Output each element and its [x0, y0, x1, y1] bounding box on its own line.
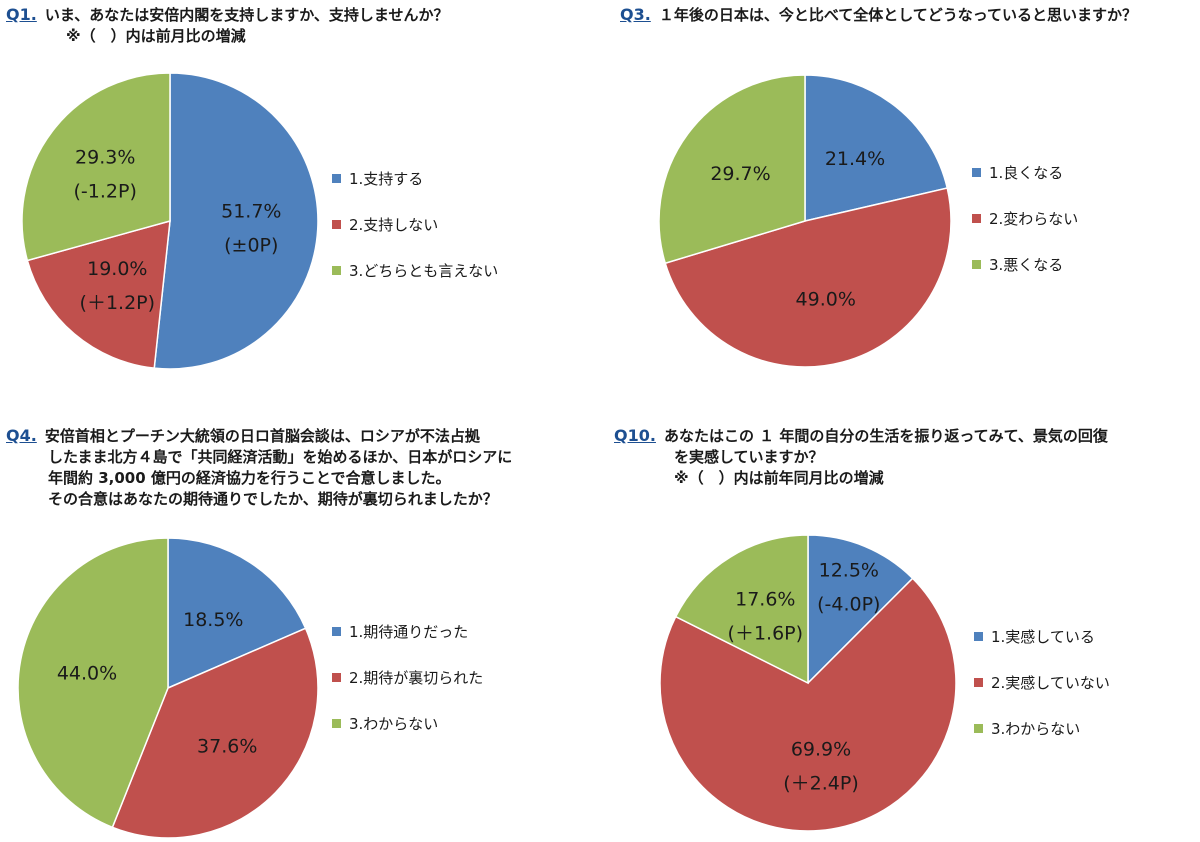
legend-item: 1.良くなる	[972, 162, 1078, 182]
change-label: (＋1.6P)	[728, 623, 804, 645]
question-text-line: あなたはこの １ 年間の自分の生活を振り返ってみて、景気の回復	[663, 427, 1108, 445]
question-number: Q10.	[614, 426, 656, 445]
question-number: Q1.	[6, 5, 37, 24]
question-text-line: １年後の日本は、今と比べて全体としてどうなっていると思いますか？	[658, 6, 1138, 24]
data-label: 44.0%	[57, 662, 117, 684]
legend: 1.支持する 2.支持しない 3.どちらとも言えない	[332, 168, 498, 306]
legend-item: 2.期待が裏切られた	[332, 667, 483, 687]
legend-item: 3.わからない	[332, 713, 483, 733]
data-label: 21.4%	[825, 148, 885, 170]
data-label: 18.5%	[183, 609, 243, 631]
legend-swatch	[972, 167, 981, 177]
legend: 1.実感している 2.実感していない 3.わからない	[974, 626, 1110, 764]
legend-swatch	[332, 672, 341, 682]
question-text-line: 安倍首相とプーチン大統領の日ロ首脳会談は、ロシアが不法占拠	[44, 427, 480, 445]
question-number: Q4.	[6, 426, 37, 445]
pie-slice-3	[674, 534, 809, 685]
legend-label: 2.支持しない	[349, 215, 439, 234]
legend-item: 3.どちらとも言えない	[332, 260, 498, 280]
data-label: 12.5%	[819, 560, 879, 582]
pie-slice-2	[659, 577, 957, 832]
data-label: 69.9%	[791, 738, 851, 760]
question-note: ※（ ）内は前年同月比の増減	[674, 469, 884, 487]
legend-swatch	[974, 723, 983, 733]
data-label: 17.6%	[735, 589, 795, 611]
legend-item: 1.期待通りだった	[332, 621, 483, 641]
change-label: (-4.0P)	[817, 594, 880, 616]
pie-slice-2	[26, 219, 171, 369]
pie-slice-3	[658, 74, 806, 265]
change-label: (-1.2P)	[74, 181, 137, 203]
pie-chart-q4: 18.5% 37.6% 44.0%	[17, 537, 319, 839]
legend-label: 3.わからない	[991, 719, 1081, 738]
question-text-line: したまま北方４島で「共同経済活動」を始めるほか、日本がロシアに	[48, 448, 513, 466]
legend-label: 3.悪くなる	[989, 255, 1064, 274]
legend-swatch	[332, 626, 341, 636]
chart-panel-q4: Q4. 安倍首相とプーチン大統領の日ロ首脳会談は、ロシアが不法占拠 したまま北方４…	[0, 421, 600, 842]
question-text-line: その合意はあなたの期待通りでしたか、期待が裏切られましたか？	[48, 490, 498, 508]
legend-label: 1.実感している	[991, 627, 1095, 646]
change-label: (±0P)	[224, 234, 278, 256]
legend-swatch	[974, 677, 983, 687]
pie-chart-q10: 12.5% (-4.0P) 69.9% (＋2.4P) 17.6% (＋1.6P)	[659, 534, 957, 832]
data-label: 29.7%	[710, 163, 770, 185]
chart-panel-q1: Q1. いま、あなたは安倍内閣を支持しますか、支持しませんか？ ※（ ）内は前月比…	[0, 0, 600, 421]
pie-slice-3	[21, 72, 171, 262]
legend-label: 1.支持する	[349, 169, 424, 188]
question-number: Q3.	[620, 5, 651, 24]
pie-chart-q3: 21.4% 49.0% 29.7%	[658, 74, 952, 368]
pie-slice-2	[664, 187, 952, 368]
legend-label: 1.良くなる	[989, 163, 1064, 182]
legend-label: 3.どちらとも言えない	[349, 261, 499, 280]
legend-label: 2.実感していない	[991, 673, 1110, 692]
legend-label: 2.期待が裏切られた	[349, 668, 484, 687]
legend-swatch	[332, 265, 341, 275]
chart-panel-q3: Q3. １年後の日本は、今と比べて全体としてどうなっていると思いますか？ 21.4…	[600, 0, 1200, 421]
legend-label: 3.わからない	[349, 714, 439, 733]
legend-label: 2.変わらない	[989, 209, 1079, 228]
legend-item: 1.実感している	[974, 626, 1110, 646]
legend-swatch	[332, 219, 341, 229]
legend-swatch	[332, 173, 341, 183]
pie-slice-1	[807, 534, 914, 685]
pie-slice-2	[111, 627, 319, 839]
legend-item: 3.悪くなる	[972, 254, 1078, 274]
legend-item: 2.実感していない	[974, 672, 1110, 692]
data-label: 37.6%	[197, 736, 257, 758]
data-label: 29.3%	[75, 147, 135, 169]
legend-item: 2.支持しない	[332, 214, 498, 234]
question-note: ※（ ）内は前月比の増減	[66, 27, 246, 45]
data-label: 19.0%	[87, 258, 147, 280]
legend-swatch	[974, 631, 983, 641]
legend-item: 3.わからない	[974, 718, 1110, 738]
pie-chart-q1: 51.7% (±0P) 19.0% (＋1.2P) 29.3% (-1.2P)	[21, 72, 319, 370]
change-label: (＋1.2P)	[80, 292, 156, 314]
question-header: Q4. 安倍首相とプーチン大統領の日ロ首脳会談は、ロシアが不法占拠 したまま北方４…	[6, 425, 512, 510]
legend-swatch	[972, 259, 981, 269]
question-header: Q1. いま、あなたは安倍内閣を支持しますか、支持しませんか？ ※（ ）内は前月比…	[6, 4, 448, 47]
question-header: Q3. １年後の日本は、今と比べて全体としてどうなっていると思いますか？	[620, 4, 1137, 26]
pie-slice-1	[153, 72, 319, 370]
question-header: Q10. あなたはこの １ 年間の自分の生活を振り返ってみて、景気の回復 を実感し…	[614, 425, 1108, 489]
question-text-line: 年間約 3,000 億円の経済協力を行うことで合意しました。	[48, 469, 451, 487]
legend-label: 1.期待通りだった	[349, 622, 469, 641]
legend-swatch	[332, 718, 341, 728]
data-label: 51.7%	[221, 200, 281, 222]
chart-panel-q10: Q10. あなたはこの １ 年間の自分の生活を振り返ってみて、景気の回復 を実感し…	[600, 421, 1200, 842]
pie-slice-1	[804, 74, 949, 222]
change-label: (＋2.4P)	[783, 772, 859, 794]
question-text-line: を実感していますか？	[674, 448, 824, 466]
data-label: 49.0%	[796, 289, 856, 311]
legend-swatch	[972, 213, 981, 223]
legend: 1.期待通りだった 2.期待が裏切られた 3.わからない	[332, 621, 483, 759]
legend-item: 2.変わらない	[972, 208, 1078, 228]
legend: 1.良くなる 2.変わらない 3.悪くなる	[972, 162, 1078, 300]
legend-item: 1.支持する	[332, 168, 498, 188]
question-text-line: いま、あなたは安倍内閣を支持しますか、支持しませんか？	[44, 6, 449, 24]
pie-slice-1	[167, 537, 307, 690]
pie-slice-3	[17, 537, 169, 829]
